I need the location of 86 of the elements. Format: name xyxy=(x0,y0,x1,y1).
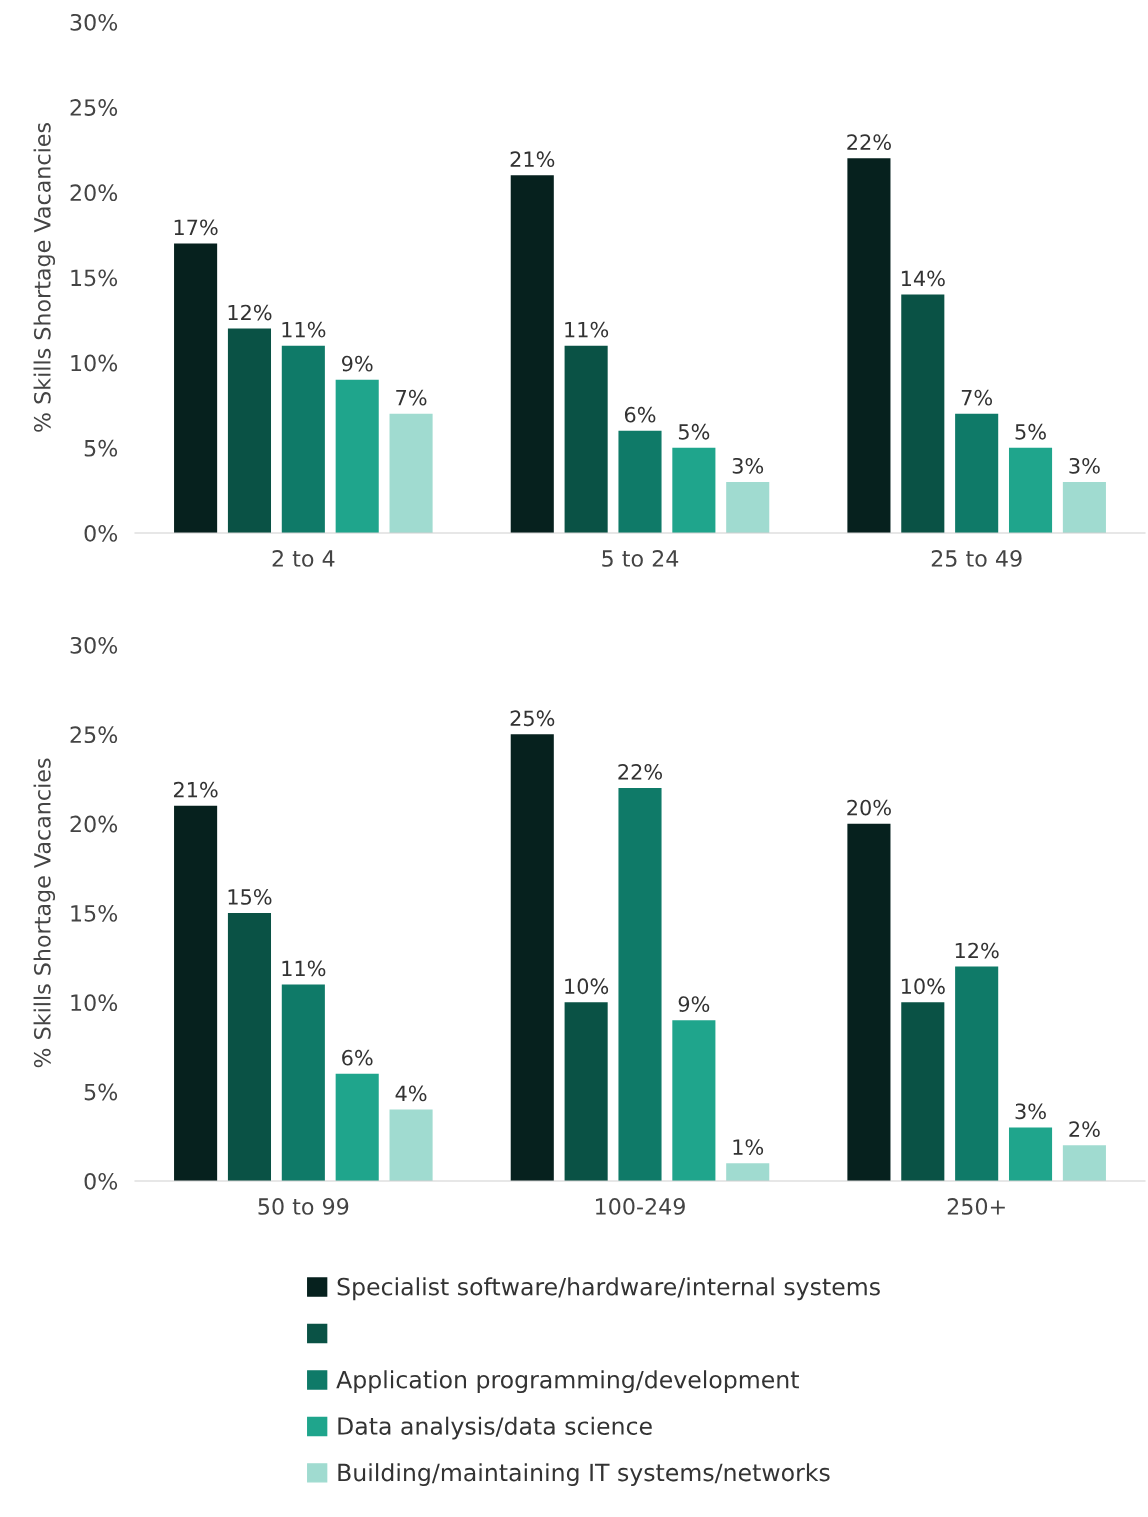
data-label: 14% xyxy=(901,270,945,287)
bar xyxy=(847,823,891,1181)
data-label: 25% xyxy=(510,710,555,727)
y-tick-label: 15% xyxy=(71,904,118,922)
data-label: 5% xyxy=(1015,423,1046,440)
bar xyxy=(618,430,662,533)
data-label: 20% xyxy=(847,799,891,816)
data-label: 11% xyxy=(282,960,326,977)
data-label: 10% xyxy=(565,978,609,995)
data-label: 9% xyxy=(341,355,373,372)
bar xyxy=(1008,447,1053,533)
data-label: 15% xyxy=(228,889,272,905)
data-label: 22% xyxy=(847,134,891,151)
data-label: 12% xyxy=(955,942,999,959)
y-tick-label: 20% xyxy=(70,184,118,202)
data-label: 3% xyxy=(1015,1103,1046,1120)
x-tick-label: 25 to 49 xyxy=(931,550,1022,567)
y-tick-label: 10% xyxy=(71,354,118,372)
y-tick-label: 0% xyxy=(84,524,118,542)
bar xyxy=(389,413,433,533)
data-label: 4% xyxy=(395,1085,427,1102)
bar xyxy=(174,243,218,533)
x-tick-label: 100-249 xyxy=(596,1198,685,1215)
data-label: 3% xyxy=(732,457,764,474)
data-label: 2% xyxy=(1069,1121,1100,1138)
bar xyxy=(1008,1127,1053,1181)
data-label: 17% xyxy=(174,219,218,236)
bar xyxy=(174,805,218,1181)
x-tick-label: 5 to 24 xyxy=(602,550,679,567)
data-label: 21% xyxy=(173,781,218,798)
bar xyxy=(227,913,272,1181)
legend-label: Building/maintaining IT systems/networks xyxy=(338,1463,830,1486)
data-label: 5% xyxy=(678,423,710,440)
y-tick-label: 5% xyxy=(84,439,118,457)
y-tick-label: 30% xyxy=(70,636,118,654)
bar xyxy=(227,328,272,533)
bar xyxy=(618,787,662,1181)
legend-label: Application programming/development xyxy=(336,1370,799,1394)
x-tick-label: 50 to 99 xyxy=(258,1198,349,1215)
y-tick-label: 5% xyxy=(84,1083,118,1101)
x-tick-label: 2 to 4 xyxy=(272,550,335,567)
bar xyxy=(672,447,716,533)
bar xyxy=(901,294,945,533)
data-label: 3% xyxy=(1069,457,1100,474)
legend-label: Data analysis/data science xyxy=(338,1416,652,1440)
bar xyxy=(1062,1145,1106,1181)
data-label: 1% xyxy=(733,1139,764,1155)
y-tick-label: 0% xyxy=(84,1172,118,1190)
bar xyxy=(955,413,999,533)
data-label: 22% xyxy=(618,763,662,780)
y-tick-label: 30% xyxy=(70,13,118,31)
data-label: 6% xyxy=(342,1049,373,1066)
data-label: 11% xyxy=(282,321,326,338)
y-tick-label: 10% xyxy=(71,994,118,1012)
bar xyxy=(672,1020,716,1181)
bar xyxy=(955,966,999,1181)
x-tick-label: 250+ xyxy=(947,1198,1005,1215)
bar xyxy=(510,734,554,1181)
data-label: 7% xyxy=(396,389,427,406)
bar xyxy=(564,1002,608,1181)
bar xyxy=(281,984,325,1181)
bar xyxy=(510,175,554,533)
bar xyxy=(726,481,770,533)
data-label: 11% xyxy=(565,321,609,338)
y-tick-label: 20% xyxy=(70,815,118,833)
bar xyxy=(389,1109,433,1181)
bar xyxy=(901,1002,945,1181)
data-label: 9% xyxy=(678,996,710,1012)
y-axis-title: % Skills Shortage Vacancies xyxy=(33,758,56,1068)
bar xyxy=(335,379,379,533)
y-axis-title: % Skills Shortage Vacancies xyxy=(33,123,56,432)
y-tick-label: 25% xyxy=(70,726,118,744)
data-label: 10% xyxy=(901,978,945,995)
legend-label: Specialist software/hardware/internal systems xyxy=(337,1277,880,1301)
data-label: 12% xyxy=(228,304,272,321)
bar xyxy=(335,1073,379,1181)
bar xyxy=(281,345,325,533)
y-tick-label: 15% xyxy=(71,269,118,287)
bar xyxy=(847,158,891,533)
bar xyxy=(1062,481,1106,533)
data-label: 7% xyxy=(961,389,993,406)
data-label: 21% xyxy=(510,151,555,168)
data-label: 6% xyxy=(624,406,656,423)
y-tick-label: 25% xyxy=(70,99,118,116)
bar xyxy=(726,1163,770,1181)
bar xyxy=(564,345,608,533)
